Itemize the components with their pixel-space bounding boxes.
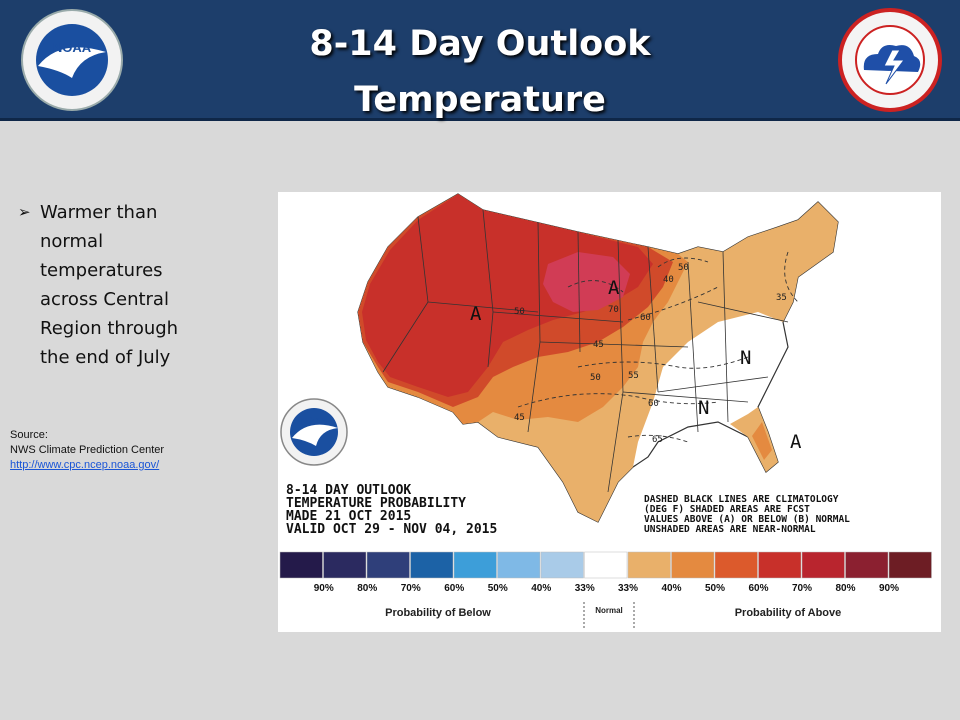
map-note: (DEG F) SHADED AREAS ARE FCST: [644, 504, 810, 515]
outlook-subtitle-text: TEMPERATURE PROBABILITY: [286, 496, 466, 511]
nws-logo-icon: [838, 8, 942, 112]
bullet-arrow-icon: ➢: [18, 203, 31, 221]
bullet-point: ➢ Warmer than normal temperatures across…: [18, 198, 218, 372]
map-note: UNSHADED AREAS ARE NEAR-NORMAL: [644, 524, 816, 535]
region-label: N: [698, 397, 709, 419]
legend-above-title: Probability of Above: [735, 607, 842, 619]
region-label: N: [740, 347, 751, 369]
contour-label: 50: [514, 307, 525, 317]
svg-text:NOAA: NOAA: [301, 416, 328, 426]
legend-swatch: [714, 551, 758, 579]
noaa-small-logo-icon: NOAA: [280, 398, 348, 466]
map-note: DASHED BLACK LINES ARE CLIMATOLOGY: [644, 494, 839, 505]
bullet-line: Region through: [40, 318, 179, 339]
valid-date-text: VALID OCT 29 - NOV 04, 2015: [286, 522, 497, 537]
state-borders: [382, 209, 789, 493]
legend-percent-label: 60%: [748, 583, 768, 594]
legend-percent-label: 70%: [401, 583, 421, 594]
legend-swatch: [888, 551, 932, 579]
legend-swatch: [279, 551, 323, 579]
source-label: Source:: [10, 429, 48, 441]
source-note: Source: NWS Climate Prediction Center ht…: [10, 428, 164, 473]
legend-below-title: Probability of Below: [385, 607, 491, 619]
legend-swatch: [453, 551, 497, 579]
legend-percent-label: 40%: [661, 583, 681, 594]
bullet-text: Warmer than normal temperatures across C…: [40, 198, 218, 372]
bullet-line: temperatures: [40, 260, 163, 281]
region-label: A: [790, 431, 802, 453]
contour-label: 35: [776, 293, 787, 303]
source-link[interactable]: http://www.cpc.ncep.noaa.gov/: [10, 459, 160, 471]
legend-percent-label: 33%: [575, 583, 595, 594]
slide-title-line1: 8-14 Day Outlook: [309, 24, 651, 64]
legend-swatch: [410, 551, 454, 579]
contour-label: 55: [628, 371, 639, 381]
region-label: A: [608, 277, 620, 299]
legend-percent-label: 33%: [618, 583, 638, 594]
contour-label: 50: [590, 373, 601, 383]
legend-percent-label: 70%: [792, 583, 812, 594]
legend-swatch: [627, 551, 671, 579]
bullet-line: the end of July: [40, 347, 171, 368]
above-80-region: [543, 252, 630, 312]
legend-color-bar: [279, 551, 932, 579]
above-70-region: [362, 194, 653, 397]
legend-percent-label: 90%: [314, 583, 334, 594]
slide-title-line2: Temperature: [354, 80, 606, 120]
legend-swatch: [801, 551, 845, 579]
legend-swatch: [540, 551, 584, 579]
made-date-text: MADE 21 OCT 2015: [286, 509, 411, 524]
source-org: NWS Climate Prediction Center: [10, 444, 165, 456]
legend-swatch: [584, 551, 628, 579]
legend-normal-title: Normal: [595, 606, 623, 615]
contour-label: 40: [663, 275, 674, 285]
contour-label: 45: [514, 413, 525, 423]
contour-label: 60: [640, 313, 651, 323]
svg-text:NOAA: NOAA: [53, 40, 92, 55]
slide-header: NOAA 8-14 Day Outlook Temperature: [0, 0, 960, 121]
contour-label: 70: [608, 305, 619, 315]
legend-swatch: [323, 551, 367, 579]
legend-percent-labels: 90% 80% 70% 60% 50% 40% 33% 33% 40% 50% 60% 70% 80% 9…: [314, 583, 899, 594]
legend-swatch: [497, 551, 541, 579]
contour-label: 65: [652, 435, 663, 445]
contour-label: 60: [648, 399, 659, 409]
legend-percent-label: 40%: [531, 583, 551, 594]
legend-percent-label: 60%: [444, 583, 464, 594]
legend-swatch: [671, 551, 715, 579]
legend-swatch: [366, 551, 410, 579]
outlook-map-image: A A A N N 70 60 50 45 50 55 60 65 45 50 …: [278, 192, 941, 632]
bullet-line: Warmer than: [40, 202, 158, 223]
legend-percent-label: 50%: [705, 583, 725, 594]
bullet-line: across Central: [40, 289, 169, 310]
legend-swatch: [845, 551, 889, 579]
region-label: A: [470, 303, 482, 325]
contour-label: 50: [678, 263, 689, 273]
climatology-lines: [517, 251, 799, 443]
noaa-logo-icon: NOAA: [21, 9, 123, 111]
legend-percent-label: 80%: [357, 583, 377, 594]
contour-label: 45: [593, 340, 604, 350]
legend-swatch: [758, 551, 802, 579]
legend-percent-label: 80%: [835, 583, 855, 594]
outlook-title-text: 8-14 DAY OUTLOOK: [286, 483, 411, 498]
legend-percent-label: 50%: [488, 583, 508, 594]
legend-percent-label: 90%: [879, 583, 899, 594]
bullet-line: normal: [40, 231, 104, 252]
map-note: VALUES ABOVE (A) OR BELOW (B) NORMAL: [644, 514, 850, 525]
